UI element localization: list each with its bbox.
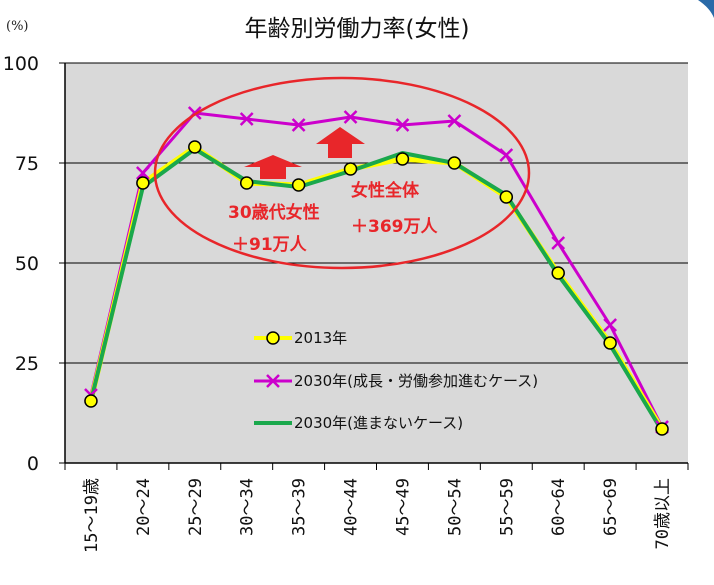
legend-label-2013: 2013年 — [294, 329, 347, 347]
point-s1-5 — [343, 110, 358, 124]
point-s0-7 — [447, 156, 462, 170]
legend: 2013年 2030年(成長・労働参加進むケース) 2030年(進まないケース) — [254, 329, 538, 432]
point-s1-9 — [551, 236, 566, 250]
legend-marker-2030-growth — [266, 374, 280, 388]
point-s1-4 — [291, 118, 306, 132]
x-axis-ticks: 15〜19歳 20〜24 25〜29 30〜34 35〜39 40〜44 45〜49 50〜5… — [64, 463, 689, 553]
x-tick-label-9: 60〜64 — [549, 478, 569, 536]
point-s1-7 — [447, 114, 462, 128]
y-tick-label-100: 100 — [3, 53, 39, 75]
point-s1-3 — [239, 112, 254, 126]
up-arrow-left — [244, 155, 302, 179]
series-layer — [84, 106, 669, 436]
point-s0-9 — [551, 266, 565, 280]
annotation-30s-value: ＋91万人 — [232, 235, 308, 255]
series-line-1 — [89, 111, 664, 428]
highlight-ellipse — [153, 76, 531, 270]
up-arrow-right — [316, 127, 365, 158]
point-s0-2 — [188, 140, 202, 154]
x-tick-label-3: 30〜34 — [238, 478, 258, 536]
x-tick-label-11: 70歳以上 — [653, 478, 673, 549]
y-tick-label-50: 50 — [15, 253, 39, 275]
x-tick-label-10: 65〜69 — [601, 478, 621, 536]
point-s0-6 — [395, 152, 410, 166]
x-tick-label-1: 20〜24 — [134, 478, 154, 536]
legend-marker-2013 — [266, 331, 280, 345]
y-unit-label: (%) — [6, 19, 29, 34]
x-tick-label-4: 35〜39 — [290, 478, 310, 536]
point-s0-11 — [655, 422, 669, 436]
point-s0-3 — [239, 176, 254, 190]
annotation-all-label: 女性全体 — [351, 180, 420, 201]
x-tick-label-7: 50〜54 — [445, 478, 465, 536]
y-axis-ticks: 0 25 50 75 100 — [3, 53, 65, 475]
chart-title: 年齢別労働力率(女性) — [245, 16, 470, 42]
point-s0-5 — [343, 162, 358, 176]
x-tick-label-2: 25〜29 — [186, 478, 206, 536]
point-s0-8 — [499, 190, 514, 204]
y-tick-label-25: 25 — [15, 353, 39, 375]
y-tick-label-0: 0 — [27, 453, 39, 475]
legend-label-2030-stagnant: 2030年(進まないケース) — [294, 414, 463, 432]
point-s0-0 — [84, 394, 98, 408]
point-s1-10 — [603, 318, 618, 332]
x-tick-label-0: 15〜19歳 — [82, 478, 102, 553]
annotation-all-value: ＋369万人 — [351, 217, 438, 237]
corner-decoration — [698, 0, 714, 18]
annotation-30s-label: 30歳代女性 — [228, 202, 320, 223]
legend-label-2030-growth: 2030年(成長・労働参加進むケース) — [294, 372, 538, 390]
point-s1-8 — [499, 148, 514, 162]
point-s0-1 — [136, 176, 150, 190]
x-tick-label-6: 45〜49 — [393, 478, 413, 536]
x-tick-label-8: 55〜59 — [497, 478, 517, 536]
point-s1-6 — [395, 118, 410, 132]
y-tick-label-75: 75 — [15, 153, 39, 175]
point-s0-4 — [291, 178, 306, 192]
legend-x-marker — [266, 374, 280, 388]
point-s0-10 — [603, 336, 617, 350]
point-s1-1 — [135, 166, 150, 180]
x-tick-label-5: 40〜44 — [342, 478, 362, 536]
series-line-2 — [89, 147, 664, 433]
